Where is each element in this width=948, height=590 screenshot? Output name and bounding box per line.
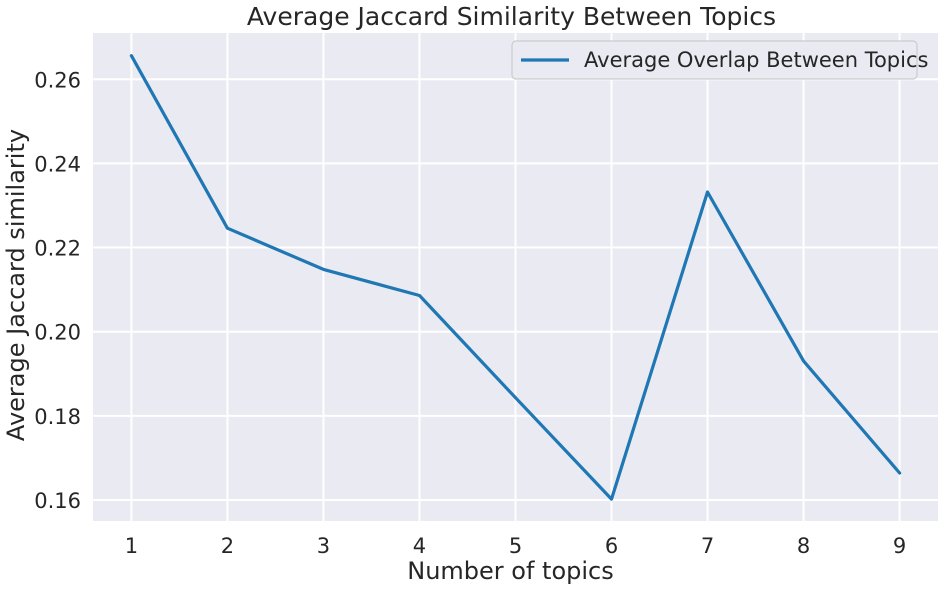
x-tick-label: 1 (125, 534, 138, 558)
x-axis-label: Number of topics (407, 557, 614, 585)
x-tick-label: 2 (221, 534, 234, 558)
y-tick-label: 0.18 (34, 405, 81, 429)
x-tick-label: 4 (413, 534, 426, 558)
y-tick-labels: 0.16 0.18 0.20 0.22 0.24 0.26 (34, 68, 81, 513)
y-tick-label: 0.24 (34, 152, 81, 176)
x-tick-label: 7 (701, 534, 714, 558)
legend: Average Overlap Between Topics (511, 40, 928, 80)
y-axis-label: Average Jaccard similarity (2, 129, 30, 441)
series-lines (129, 54, 902, 501)
x-tick-label: 8 (797, 534, 810, 558)
x-tick-label: 6 (605, 534, 618, 558)
x-tick-label: 5 (509, 534, 522, 558)
x-tick-labels: 1 2 3 4 5 6 7 8 9 (125, 534, 907, 558)
y-tick-label: 0.22 (34, 237, 81, 261)
legend-box (511, 40, 918, 80)
y-tick-label: 0.26 (34, 68, 81, 92)
legend-label: Average Overlap Between Topics (584, 48, 928, 72)
y-tick-label: 0.16 (34, 489, 81, 513)
chart-title: Average Jaccard Similarity Between Topic… (247, 2, 776, 31)
x-tick-label: 3 (317, 534, 330, 558)
y-tick-label: 0.20 (34, 321, 81, 345)
series-line (129, 54, 902, 501)
x-tick-label: 9 (893, 534, 906, 558)
